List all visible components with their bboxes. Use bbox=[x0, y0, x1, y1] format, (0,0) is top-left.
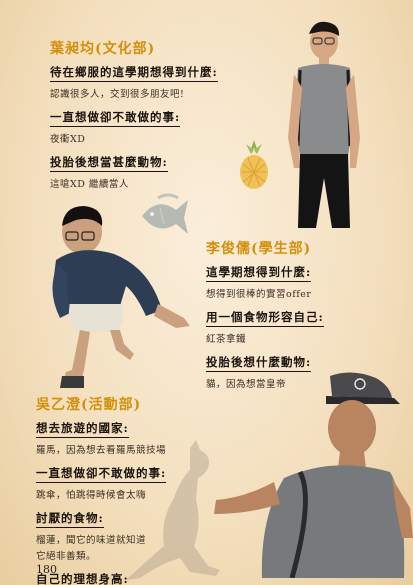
profile-question: 投胎後想當甚麼動物: bbox=[50, 154, 168, 172]
profile-answer: 榴蓮，聞它的味道就知道 bbox=[36, 535, 147, 546]
profile-answer: 它絕非善類。 bbox=[36, 551, 97, 562]
profile-question: 討厭的食物: bbox=[36, 510, 104, 528]
profile-question: 投胎後想什麼動物: bbox=[206, 354, 312, 372]
profile-1: 葉昶均(文化部) 待在鄉服的這學期想得到什麼: 認識很多人，交到很多朋友吧! 一… bbox=[50, 38, 218, 196]
profile-question: 這學期想得到什麼: bbox=[206, 264, 312, 282]
profile-answer: 這嗆XD 繼續當人 bbox=[50, 179, 129, 190]
profile-question: 自己的理想身高: bbox=[36, 571, 129, 585]
profile-question: 一直想做卻不敢做的事: bbox=[50, 109, 181, 127]
profile-name: 吳乙澄(活動部) bbox=[36, 397, 142, 413]
profile-answer: 認識很多人，交到很多朋友吧! bbox=[50, 89, 185, 100]
fish-icon bbox=[142, 193, 188, 234]
profile-question: 用一個食物形容自己: bbox=[206, 309, 324, 327]
profile-question: 一直想做卻不敢做的事: bbox=[36, 465, 167, 483]
pineapple-icon bbox=[240, 140, 268, 189]
profile-answer: 跳傘，怕跳得時候會太嗨 bbox=[36, 490, 147, 501]
page-number: 180 bbox=[36, 563, 57, 576]
profile-answer: 想得到很棒的實習offer bbox=[206, 289, 312, 300]
profile-answer: 貓，因為想當皇帝 bbox=[206, 379, 287, 390]
profile-2-photo bbox=[52, 206, 190, 388]
profile-answer: 夜衝XD bbox=[50, 134, 86, 145]
profile-name: 葉昶均(文化部) bbox=[50, 41, 156, 57]
profile-2: 李俊儒(學生部) 這學期想得到什麼: 想得到很棒的實習offer 用一個食物形容… bbox=[206, 238, 324, 396]
profile-question: 待在鄉服的這學期想得到什麼: bbox=[50, 64, 218, 82]
profile-name: 李俊儒(學生部) bbox=[206, 241, 312, 257]
profile-question: 想去旅遊的國家: bbox=[36, 420, 129, 438]
profile-3-photo bbox=[214, 372, 413, 578]
profile-answer: 紅茶拿鐵 bbox=[206, 334, 247, 345]
profile-3: 吳乙澄(活動部) 想去旅遊的國家: 羅馬，因為想去看羅馬競技場 一直想做卻不敢做… bbox=[36, 394, 167, 585]
profile-1-photo bbox=[288, 21, 360, 228]
profile-answer: 羅馬，因為想去看羅馬競技場 bbox=[36, 445, 167, 456]
kangaroo-icon bbox=[126, 440, 220, 580]
